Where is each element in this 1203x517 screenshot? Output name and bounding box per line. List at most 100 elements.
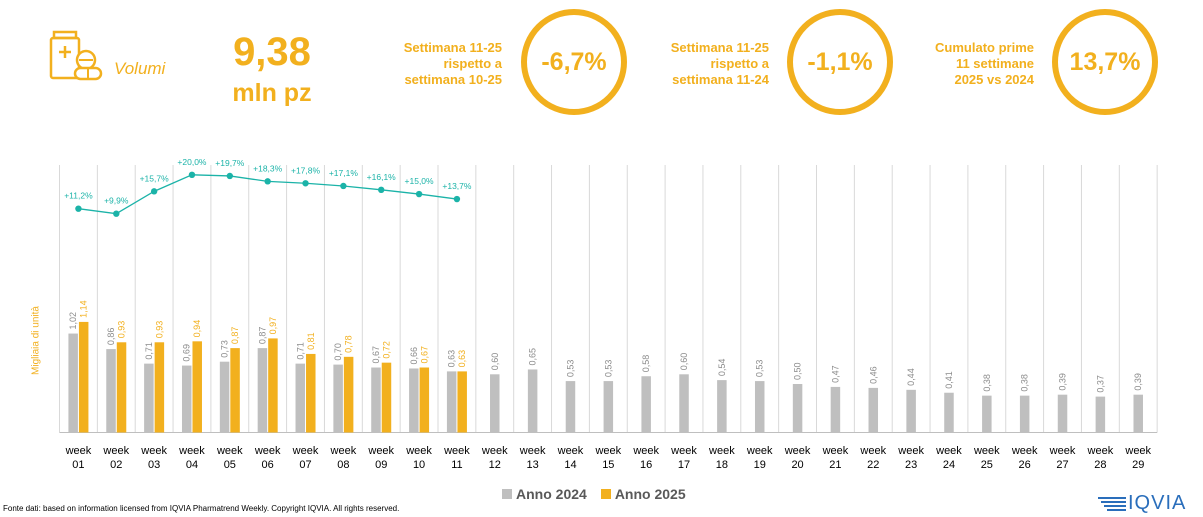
pill-bottle-icon — [48, 30, 108, 84]
x-tick-label: week — [1087, 445, 1114, 457]
growth-label: +15,7% — [140, 173, 170, 183]
volume-unit: mln pz — [232, 79, 312, 107]
data-label-2024: 0,71 — [295, 342, 305, 360]
bar-2025 — [381, 362, 392, 433]
legend-swatch-2025 — [600, 489, 611, 499]
x-tick-label: 09 — [375, 459, 387, 471]
bar-2024 — [257, 348, 268, 433]
legend-item-2025: Anno 2025 — [600, 486, 686, 502]
data-label-2024: 0,39 — [1058, 373, 1068, 391]
bar-2024 — [527, 369, 538, 433]
legend-item-2024: Anno 2024 — [502, 486, 587, 502]
x-tick-label: 10 — [413, 459, 425, 471]
growth-label: +17,8% — [291, 165, 321, 175]
x-tick-label: week — [405, 445, 432, 457]
data-label-2025: 0,94 — [192, 320, 202, 338]
bar-2024 — [1019, 395, 1030, 433]
data-label-2024: 0,66 — [409, 347, 419, 365]
bar-2025 — [457, 371, 467, 433]
data-label-2024: 0,60 — [679, 353, 689, 371]
growth-label: +20,0% — [177, 157, 207, 167]
data-label-2024: 0,39 — [1133, 373, 1143, 391]
x-tick-label: 23 — [905, 459, 917, 471]
x-tick-label: 08 — [337, 459, 349, 471]
bar-2024 — [944, 392, 954, 433]
x-tick-label: 27 — [1056, 459, 1068, 471]
iqvia-mark-icon — [1098, 496, 1126, 511]
bar-2024 — [982, 395, 992, 433]
x-tick-label: 18 — [716, 459, 728, 471]
bar-2024 — [144, 363, 154, 433]
bar-2024 — [868, 387, 879, 433]
data-label-2025: 0,93 — [154, 321, 164, 339]
growth-label: +13,7% — [442, 181, 472, 191]
bar-2024 — [906, 389, 916, 433]
growth-point — [113, 210, 120, 217]
x-tick-label: week — [216, 445, 243, 457]
data-label-2025: 0,81 — [306, 332, 316, 350]
bar-2024 — [1095, 396, 1106, 433]
growth-label: +15,0% — [405, 176, 435, 186]
x-tick-label: week — [1011, 445, 1038, 457]
x-tick-label: 07 — [299, 459, 311, 471]
kpi-1-label: Settimana 11-25 rispetto a settimana 10-… — [403, 40, 502, 87]
x-tick-label: week — [102, 445, 129, 457]
data-label-2024: 0,86 — [106, 328, 116, 346]
x-tick-label: 28 — [1094, 459, 1106, 471]
x-tick-label: week — [1049, 445, 1076, 457]
bar-2024 — [641, 376, 651, 433]
x-tick-label: 02 — [110, 459, 122, 471]
x-tick-label: 11 — [451, 459, 462, 471]
bar-2024 — [792, 384, 803, 433]
bar-2024 — [181, 365, 192, 433]
chart-legend: Anno 2024 Anno 2025 — [502, 486, 700, 502]
x-tick-label: week — [292, 445, 319, 457]
bar-2024 — [490, 374, 500, 433]
kpi-3-label: Cumulato prime 11 settimane 2025 vs 2024 — [935, 40, 1034, 87]
growth-point — [453, 195, 461, 203]
growth-point — [302, 180, 309, 187]
data-label-2024: 0,60 — [490, 353, 500, 371]
legend-label-2024: Anno 2024 — [516, 486, 587, 502]
x-tick-label: 29 — [1132, 459, 1144, 471]
bar-2025 — [268, 338, 278, 433]
growth-point — [415, 190, 423, 198]
growth-point — [75, 205, 82, 212]
x-tick-label: week — [481, 445, 508, 457]
bar-2024 — [679, 374, 689, 433]
x-tick-label: week — [65, 445, 92, 457]
bar-2025 — [78, 321, 89, 433]
x-tick-label: 16 — [640, 459, 652, 471]
data-label-2024: 0,65 — [528, 348, 538, 366]
growth-label: +19,7% — [215, 158, 245, 168]
data-label-2025: 1,14 — [79, 300, 89, 318]
data-label-2025: 0,72 — [381, 341, 391, 359]
x-tick-label: 17 — [678, 459, 690, 471]
kpi-2-value: -1,1% — [787, 9, 893, 115]
x-tick-label: 13 — [527, 459, 539, 471]
x-tick-label: 06 — [262, 459, 274, 471]
bar-2024 — [68, 333, 78, 433]
growth-point — [264, 178, 271, 185]
growth-point — [340, 182, 347, 190]
x-tick-label: week — [557, 445, 584, 457]
x-tick-label: 20 — [791, 459, 803, 471]
x-tick-label: week — [935, 445, 962, 457]
legend-label-2025: Anno 2025 — [614, 486, 686, 502]
legend-swatch-2024 — [502, 489, 512, 499]
logo-text: IQVIA — [1128, 492, 1187, 514]
bar-2025 — [230, 348, 240, 433]
x-tick-label: week — [784, 445, 811, 457]
bar-2025 — [192, 341, 202, 433]
x-tick-label: 14 — [564, 459, 576, 471]
bar-2024 — [603, 381, 614, 433]
bar-2024 — [565, 381, 576, 433]
data-label-2025: 0,67 — [419, 346, 429, 364]
bar-2024 — [333, 364, 343, 433]
bar-2024 — [409, 368, 419, 433]
data-label-2024: 0,53 — [565, 360, 575, 378]
x-tick-label: 22 — [867, 459, 879, 471]
x-tick-label: week — [859, 445, 886, 457]
data-label-2024: 0,69 — [182, 344, 192, 362]
